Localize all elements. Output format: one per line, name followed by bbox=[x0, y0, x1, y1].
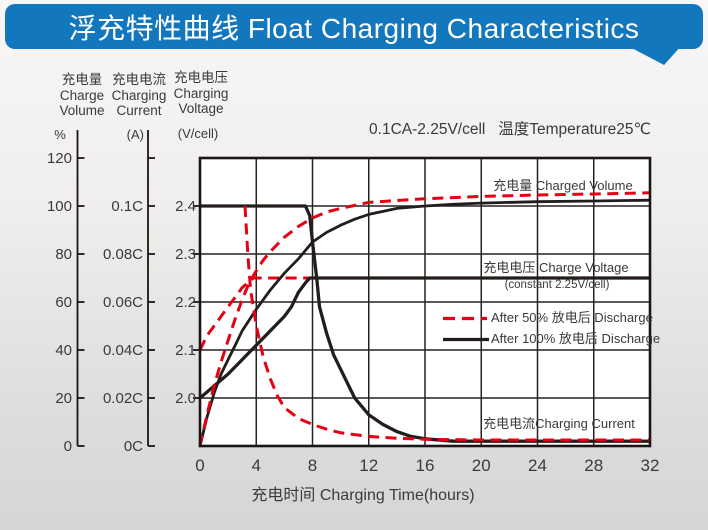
y-tick-charge-volume: 40 bbox=[55, 342, 72, 359]
legend-after-100-discharge: After 100% 放电后 Discharge bbox=[491, 331, 661, 346]
x-tick-hours: 28 bbox=[584, 456, 604, 475]
test-condition-note: 0.1CA-2.25V/cell 温度Temperature25℃ bbox=[369, 121, 651, 138]
axis-header-charging-voltage: 充电电压 Charging Voltage bbox=[156, 70, 246, 117]
x-tick-hours: 0 bbox=[195, 456, 205, 475]
y-tick-charging-current: 0C bbox=[123, 438, 143, 455]
axis-title-en: Current bbox=[116, 103, 162, 119]
axis-title-en: Charging bbox=[111, 87, 167, 103]
charge-voltage-label: 充电电压 Charge Voltage bbox=[483, 260, 629, 275]
axis-title-en: Charge bbox=[59, 87, 105, 103]
y-tick-charge-volume: 60 bbox=[55, 294, 72, 311]
y-tick-charging-current: 0.04C bbox=[102, 342, 143, 359]
y-tick-charge-volume: 100 bbox=[46, 198, 72, 215]
charged-volume-label: 充电量 Charged Volume bbox=[493, 178, 633, 193]
y-tick-charging-current: 0.02C bbox=[102, 390, 143, 407]
y-tick-charge-volume: 120 bbox=[46, 150, 72, 167]
unit-percent: % bbox=[54, 127, 66, 142]
unit-v-per-cell: (V/cell) bbox=[177, 126, 219, 141]
axis-title-zh: 充电电流 bbox=[112, 72, 166, 87]
y-tick-charging-current: 0.06C bbox=[102, 294, 143, 311]
axis-header-charging-current: 充电电流 Charging Current bbox=[96, 72, 182, 119]
title-banner: 浮充特性曲线 Float Charging Characteristics bbox=[5, 4, 703, 49]
y-tick-charging-current: 0.1C bbox=[111, 198, 143, 215]
x-tick-hours: 4 bbox=[251, 456, 261, 475]
charging-current-label: 充电电流Charging Current bbox=[483, 416, 635, 431]
y-tick-charging-voltage: 2.0 bbox=[175, 390, 196, 407]
x-tick-hours: 12 bbox=[359, 456, 379, 475]
x-tick-hours: 24 bbox=[528, 456, 547, 475]
y-tick-charging-voltage: 2.4 bbox=[175, 198, 196, 215]
axis-title-en: Charging bbox=[173, 85, 229, 101]
axis-title-en: Volume bbox=[59, 103, 105, 119]
y-tick-charge-volume: 80 bbox=[55, 246, 72, 263]
unit-ampere: (A) bbox=[126, 127, 144, 142]
page-title: 浮充特性曲线 Float Charging Characteristics bbox=[68, 12, 640, 44]
axis-title-zh: 充电电压 bbox=[174, 70, 228, 85]
y-tick-charge-volume: 0 bbox=[63, 438, 72, 455]
y-tick-charging-voltage: 2.3 bbox=[175, 246, 196, 263]
axis-header-charge-volume: 充电量 Charge Volume bbox=[40, 72, 124, 119]
charge-voltage-sublabel: (constant 2.25V/cell) bbox=[504, 279, 610, 291]
axis-title-en: Voltage bbox=[178, 101, 224, 117]
x-tick-hours: 32 bbox=[640, 456, 660, 475]
axis-title-zh: 充电量 bbox=[61, 72, 103, 87]
x-tick-hours: 20 bbox=[471, 456, 491, 475]
y-tick-charging-voltage: 2.2 bbox=[175, 294, 196, 311]
y-tick-charge-volume: 20 bbox=[55, 390, 72, 407]
x-tick-hours: 8 bbox=[307, 456, 318, 475]
y-tick-charging-voltage: 2.1 bbox=[175, 342, 196, 359]
legend-after-50-discharge: After 50% 放电后 Discharge bbox=[491, 310, 653, 325]
x-tick-hours: 16 bbox=[415, 456, 435, 475]
x-axis-title: 充电时间 Charging Time(hours) bbox=[251, 487, 475, 504]
y-tick-charging-current: 0.08C bbox=[102, 246, 143, 263]
